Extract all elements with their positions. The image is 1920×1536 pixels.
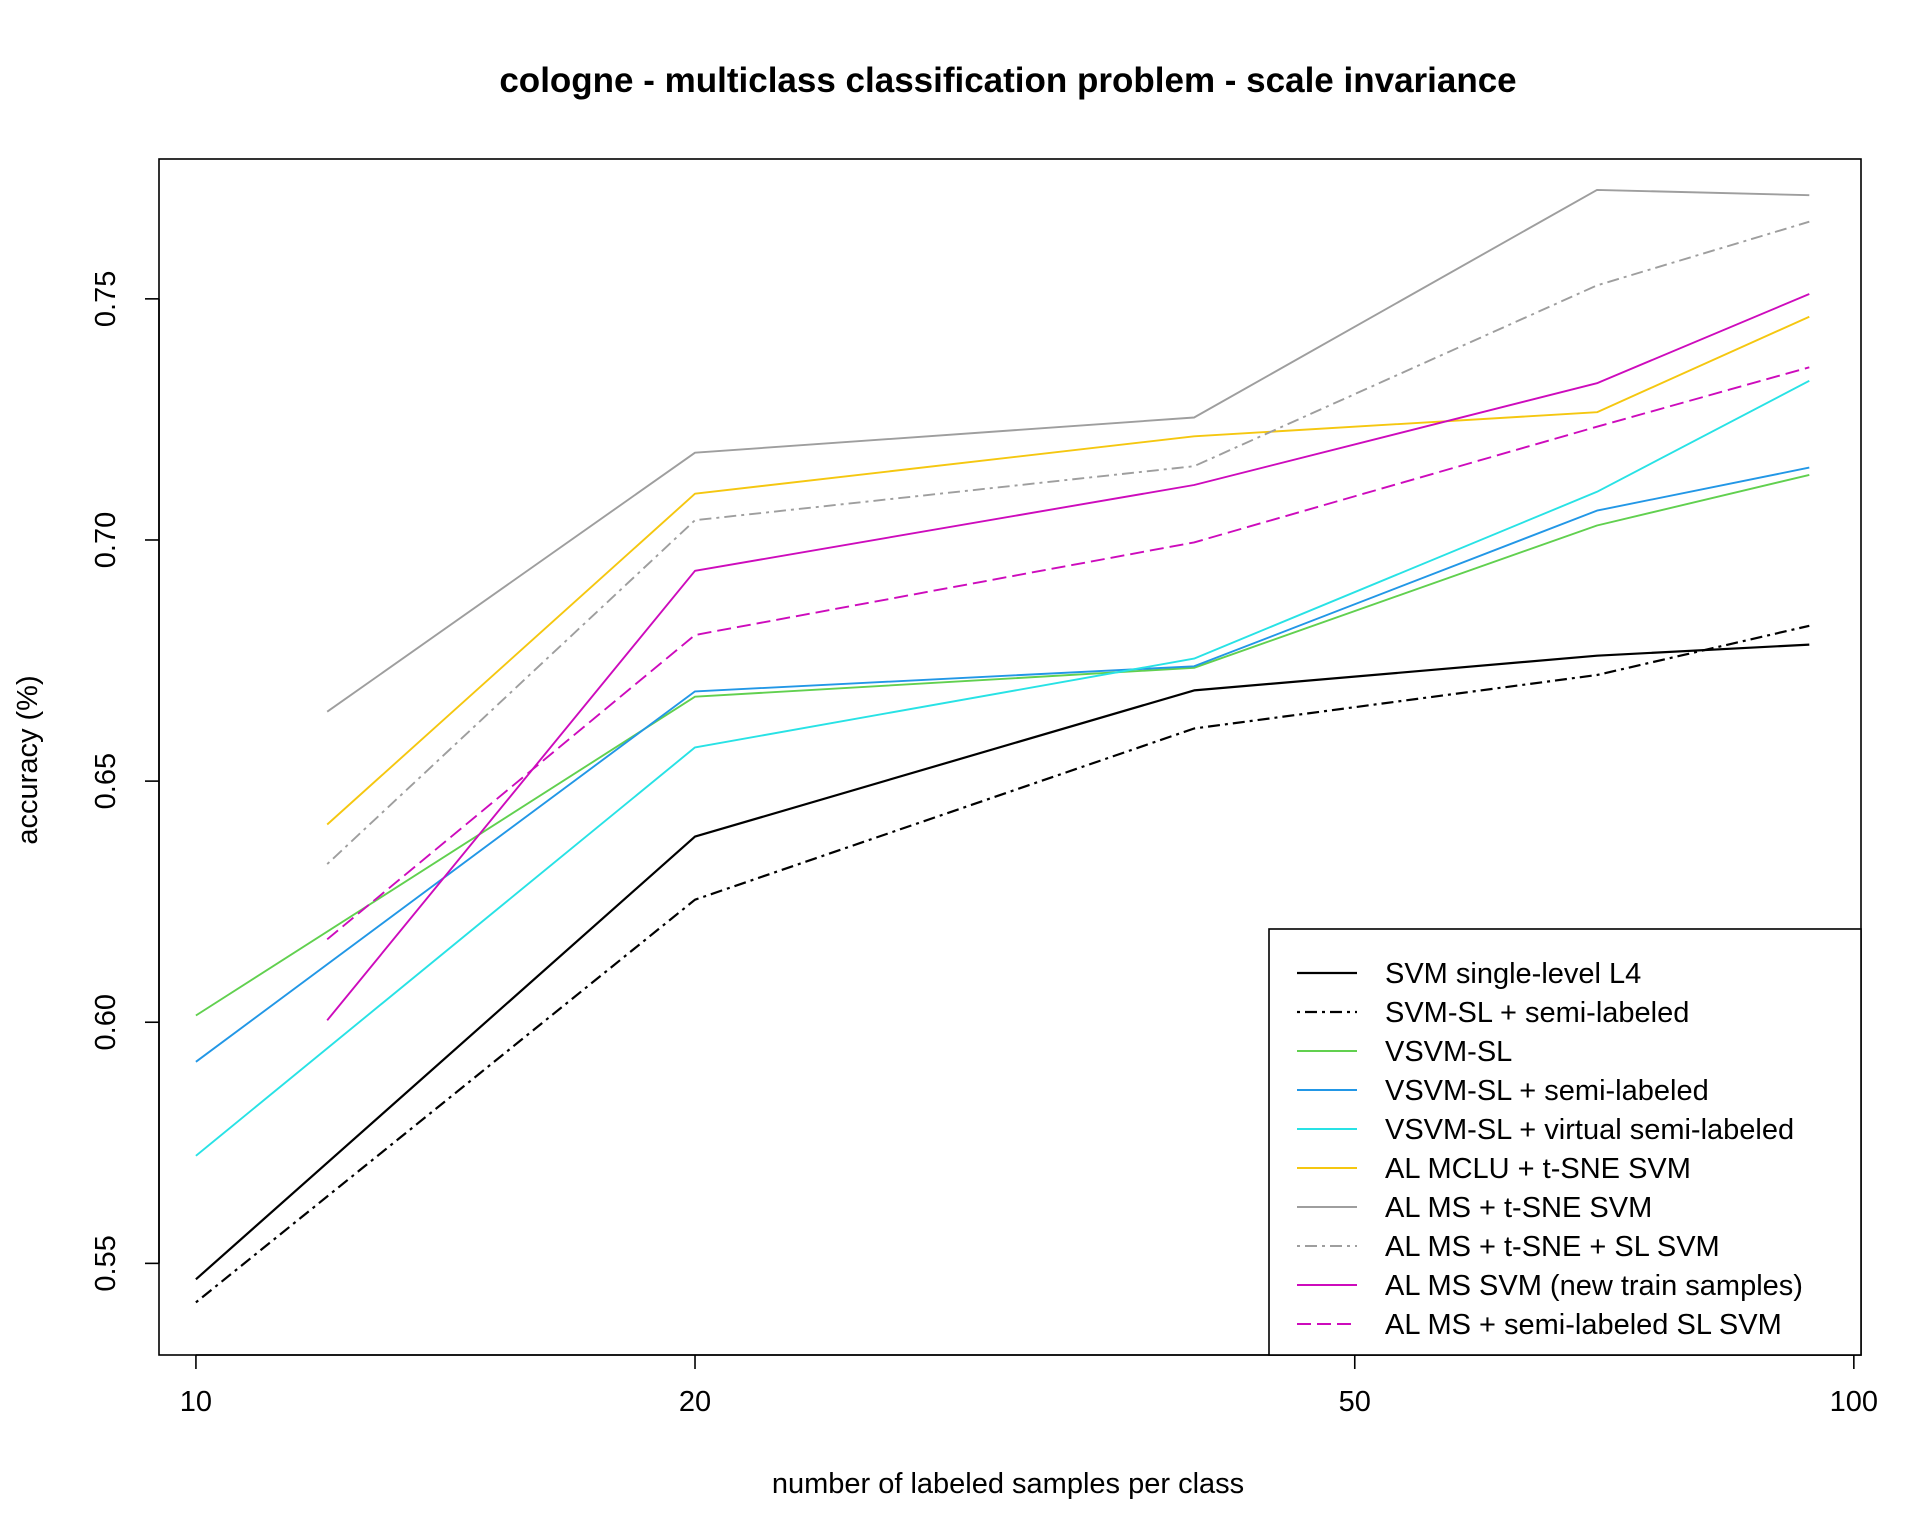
x-axis-label: number of labeled samples per class <box>772 1468 1244 1500</box>
series-line-3 <box>195 473 1810 1017</box>
y-axis: 0.55 0.60 0.65 0.70 0.75 <box>90 271 160 1292</box>
legend: SVM single-level L4 SVM-SL + semi-labeled… <box>1268 928 1862 1356</box>
series-line-8 <box>326 220 1810 865</box>
legend-box <box>1268 928 1862 1356</box>
y-axis-label: accuracy (%) <box>12 675 44 844</box>
series-line-9 <box>326 293 1810 1021</box>
series-line-4 <box>195 466 1810 1063</box>
y-tick-label: 0.60 <box>90 994 122 1050</box>
y-tick-label: 0.70 <box>90 512 122 568</box>
series-line-10 <box>326 366 1810 941</box>
legend-label-4: VSVM-SL + semi-labeled <box>1385 1075 1709 1107</box>
x-tick-label: 10 <box>180 1386 212 1418</box>
x-tick-label: 20 <box>679 1386 711 1418</box>
x-axis: 10 20 50 100 <box>180 1354 1878 1418</box>
chart-title: cologne - multiclass classification prob… <box>499 61 1516 100</box>
series-line-5 <box>195 379 1810 1157</box>
x-tick-label: 100 <box>1830 1386 1878 1418</box>
legend-label-6: AL MCLU + t-SNE SVM <box>1385 1153 1691 1185</box>
legend-label-3: VSVM-SL <box>1385 1036 1512 1068</box>
y-tick-label: 0.75 <box>90 271 122 327</box>
series-line-7 <box>326 188 1810 713</box>
legend-label-7: AL MS + t-SNE SVM <box>1385 1192 1652 1224</box>
series-line-2 <box>195 624 1810 1304</box>
x-tick-label: 50 <box>1339 1386 1371 1418</box>
series-line-6 <box>326 315 1810 826</box>
legend-label-10: AL MS + semi-labeled SL SVM <box>1385 1309 1782 1341</box>
series-line-1 <box>195 643 1810 1281</box>
legend-label-9: AL MS SVM (new train samples) <box>1385 1270 1803 1302</box>
legend-label-8: AL MS + t-SNE + SL SVM <box>1385 1231 1720 1263</box>
y-tick-label: 0.65 <box>90 753 122 809</box>
y-tick-label: 0.55 <box>90 1235 122 1291</box>
series-layer <box>195 188 1810 1304</box>
legend-label-5: VSVM-SL + virtual semi-labeled <box>1385 1114 1794 1146</box>
legend-label-2: SVM-SL + semi-labeled <box>1385 997 1689 1029</box>
legend-label-1: SVM single-level L4 <box>1385 958 1641 990</box>
